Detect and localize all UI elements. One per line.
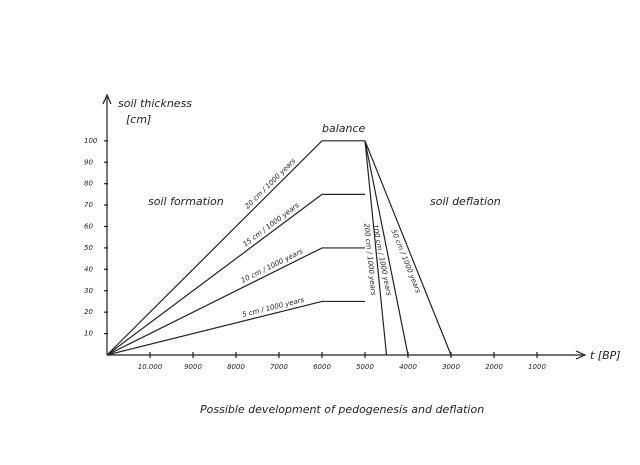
x-tick-label: 4000 xyxy=(399,363,417,371)
x-axis-label: t [BP] xyxy=(590,349,621,362)
y-arrow xyxy=(102,93,112,105)
annotation: balance xyxy=(322,122,366,135)
x-tick-label: 3000 xyxy=(442,363,460,371)
series-line xyxy=(364,140,388,356)
y-tick-label: 30 xyxy=(84,287,93,295)
x-tick-label: 1000 xyxy=(528,363,546,371)
series-label: 10 cm / 1000 years xyxy=(240,247,305,285)
x-tick-label: 6000 xyxy=(313,363,331,371)
series-line xyxy=(364,140,409,356)
y-tick-label: 60 xyxy=(84,223,93,231)
y-tick-label: 80 xyxy=(84,180,93,188)
x-tick-label: 7000 xyxy=(270,363,288,371)
series-label: 20 cm / 1000 years xyxy=(244,157,298,211)
x-arrow xyxy=(575,350,587,360)
series-line xyxy=(106,140,365,356)
y-tick-label: 90 xyxy=(84,158,93,166)
annotation: soil deflation xyxy=(430,195,501,208)
y-axis-unit: [cm] xyxy=(126,113,151,126)
series-line xyxy=(106,193,365,356)
x-tick-label: 9000 xyxy=(184,363,202,371)
annotation: soil formation xyxy=(148,195,224,208)
x-tick-label: 10.000 xyxy=(138,363,163,371)
x-tick-label: 2000 xyxy=(485,363,503,371)
y-tick-label: 100 xyxy=(84,137,98,145)
y-tick-label: 40 xyxy=(84,265,93,273)
y-axis-label: soil thickness xyxy=(118,97,192,110)
caption: Possible development of pedogenesis and … xyxy=(200,403,484,416)
y-tick-label: 50 xyxy=(84,244,93,252)
y-tick-label: 20 xyxy=(84,308,93,316)
series-line xyxy=(106,300,365,356)
y-tick-label: 10 xyxy=(84,330,93,338)
x-tick-label: 5000 xyxy=(356,363,374,371)
y-tick-label: 70 xyxy=(84,201,93,209)
series-line xyxy=(106,247,365,356)
series-line xyxy=(364,140,452,356)
x-tick-label: 8000 xyxy=(227,363,245,371)
